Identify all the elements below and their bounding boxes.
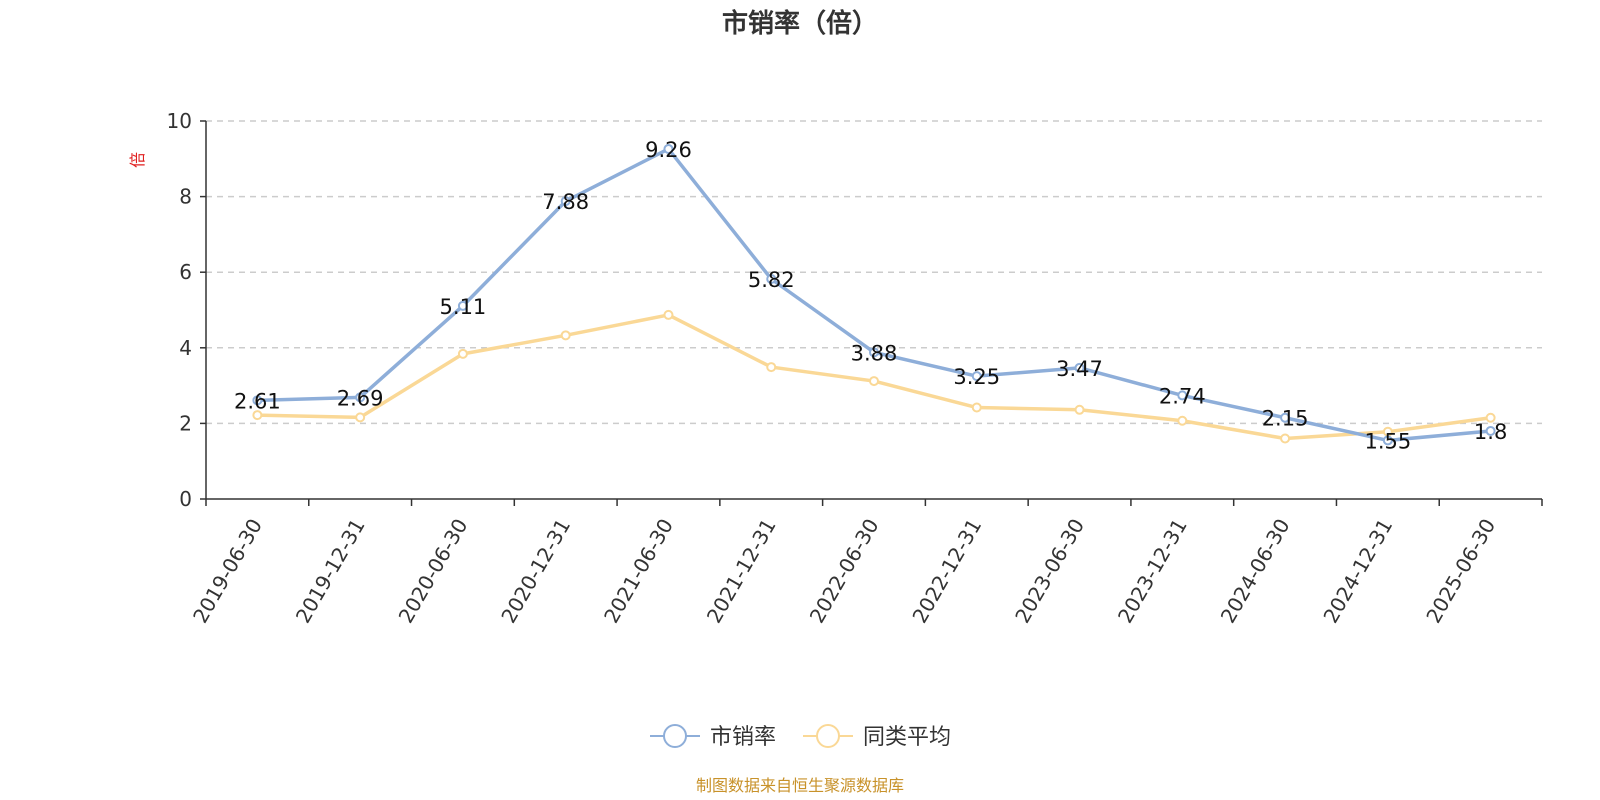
data-point: [355, 412, 366, 423]
legend-swatch-marker: [663, 724, 687, 748]
y-axis-unit-label: 倍: [128, 152, 147, 168]
data-point: [766, 274, 777, 285]
data-label: 9.26: [645, 138, 692, 162]
data-point: [971, 402, 982, 413]
data-point: [252, 395, 263, 406]
data-label: 3.88: [851, 341, 898, 365]
data-point: [663, 309, 674, 320]
y-tick-label: 0: [179, 487, 192, 511]
data-point: [457, 300, 468, 311]
data-label: 1.55: [1364, 429, 1411, 453]
data-label: 2.15: [1262, 407, 1309, 431]
legend-swatch-marker: [816, 724, 840, 748]
data-label: 2.69: [337, 386, 384, 410]
x-tick-label: 2019-06-30: [188, 515, 267, 628]
x-tick-label: 2023-12-31: [1113, 515, 1192, 628]
data-point: [663, 143, 674, 154]
gridlines: [206, 120, 1542, 425]
data-point: [1074, 362, 1085, 373]
data-point: [1074, 404, 1085, 415]
data-labels: 2.61 2.69 5.11 7.88 9.26 5.82 3.88 3.25 3.47 2.74…: [234, 138, 1507, 453]
x-tick-label: 2024-06-30: [1216, 515, 1295, 628]
data-point: [1280, 412, 1291, 423]
data-point: [1485, 412, 1496, 423]
data-point: [457, 348, 468, 359]
x-tick-label: 2020-12-31: [496, 515, 575, 628]
data-point: [1177, 390, 1188, 401]
data-point: [1177, 415, 1188, 426]
x-tick-label: 2022-12-31: [907, 515, 986, 628]
x-tick-label: 2023-06-30: [1010, 515, 1089, 628]
data-point: [355, 392, 366, 403]
x-tick-label: 2021-12-31: [702, 515, 781, 628]
data-point: [560, 196, 571, 207]
data-label: 3.47: [1056, 357, 1103, 381]
data-label: 5.82: [748, 268, 795, 292]
legend-label: 市销率: [710, 725, 776, 750]
y-tick-label: 8: [179, 185, 192, 209]
data-label: 7.88: [542, 190, 589, 214]
x-tick-label: 2024-12-31: [1318, 515, 1397, 628]
data-point: [1280, 433, 1291, 444]
y-tick-label: 10: [167, 109, 192, 133]
x-tick-label: 2019-12-31: [291, 515, 370, 628]
data-label: 2.74: [1159, 384, 1206, 408]
legend[interactable]: 市销率 同类平均: [650, 724, 951, 750]
x-tick-label: 2022-06-30: [805, 515, 884, 628]
x-tick-label: 2020-06-30: [394, 515, 473, 628]
data-point: [560, 330, 571, 341]
chart-title: 市销率（倍）: [722, 8, 878, 39]
x-tick-label: 2021-06-30: [599, 515, 678, 628]
axes: 0 2 4 6 8 10 2019-06-30 2019-12-31 2020-06-30 202…: [167, 109, 1543, 628]
data-label: 5.11: [440, 295, 487, 319]
series-lines: [252, 143, 1496, 446]
data-point: [1382, 435, 1393, 446]
y-tick-label: 4: [179, 336, 192, 360]
legend-label: 同类平均: [863, 725, 951, 750]
data-label: 3.25: [953, 365, 1000, 389]
data-point: [252, 410, 263, 421]
data-point: [869, 347, 879, 358]
y-tick-label: 2: [179, 411, 192, 435]
data-point: [1485, 425, 1496, 436]
source-note: 制图数据来自恒生聚源数据库: [696, 776, 904, 795]
data-label: 2.61: [234, 389, 281, 413]
data-point: [766, 362, 777, 373]
data-label: 1.8: [1474, 420, 1507, 444]
data-point: [971, 371, 982, 382]
data-point: [869, 376, 879, 387]
y-tick-label: 6: [179, 260, 192, 284]
x-tick-label: 2025-06-30: [1421, 515, 1500, 628]
